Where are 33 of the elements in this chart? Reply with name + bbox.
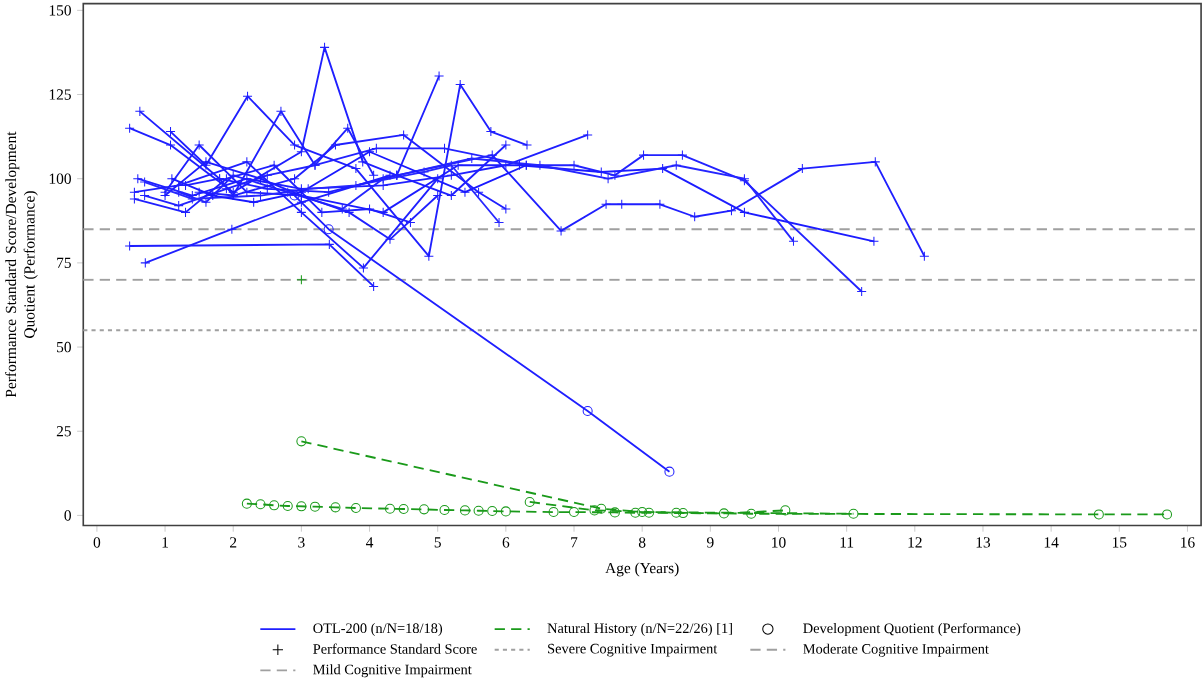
- y-tick-label: 0: [64, 510, 71, 521]
- y-tick-label: 75: [57, 257, 71, 269]
- x-tick-label: 8: [638, 537, 646, 548]
- legend-label: Moderate Cognitive Impairment: [803, 643, 989, 657]
- legend-label: Mild Cognitive Impairment: [313, 664, 472, 678]
- x-tick-label: 1: [162, 537, 168, 548]
- x-tick-label: 11: [840, 537, 854, 548]
- x-tick-label: 14: [1044, 537, 1059, 548]
- y-tick-label: 125: [49, 89, 71, 100]
- x-tick-label: 12: [908, 537, 922, 548]
- text: Performance Standard Score: [313, 643, 477, 654]
- x-tick-label: 16: [1181, 537, 1195, 548]
- legend-label: Natural History (n/N=22/26) [1]: [547, 623, 732, 637]
- x-tick-label: 10: [772, 537, 786, 548]
- text: Development Quotient (Performance): [803, 623, 1021, 637]
- x-tick-label: 3: [298, 537, 305, 548]
- x-tick-label: 7: [571, 537, 578, 548]
- x-tick-label: 13: [976, 537, 991, 548]
- x-tick-label: 4: [365, 537, 374, 548]
- x-tick-label: 5: [434, 537, 441, 548]
- x-tick-label: 9: [706, 537, 714, 548]
- y-tick-label: 100: [49, 173, 71, 185]
- x-tick-label: 6: [502, 537, 510, 548]
- x-tick-label: 15: [1112, 537, 1127, 548]
- legend-label: OTL-200 (n/N=18/18): [313, 623, 443, 637]
- y-tick-label: 50: [57, 342, 71, 353]
- y-tick-label: 25: [56, 426, 71, 437]
- x-tick-label: 2: [230, 537, 237, 548]
- y-axis-title: Performance Standard Score/Development Quotient (Performance): [5, 131, 38, 398]
- x-tick-label: 0: [93, 537, 101, 548]
- x-axis-title: Age (Years): [605, 562, 679, 577]
- legend-label: Severe Cognitive Impairment: [548, 644, 718, 657]
- y-tick-label: 150: [49, 5, 71, 16]
